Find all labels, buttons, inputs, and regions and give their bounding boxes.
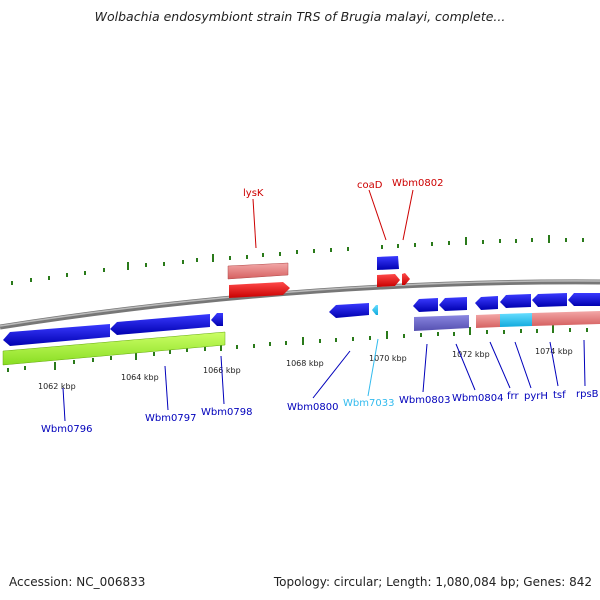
gene-lysK-bar[interactable]	[227, 262, 289, 280]
scale-label-1062: 1062 kbp	[38, 382, 76, 391]
forward-features	[227, 256, 410, 298]
gene-label-rpsB[interactable]: rpsB	[576, 389, 599, 400]
gene-label-coaD[interactable]: coaD	[357, 180, 383, 191]
gene-Wbm0803-arrow[interactable]	[413, 298, 438, 312]
gene-label-Wbm0797[interactable]: Wbm0797	[145, 413, 196, 424]
outer-tick-row	[11, 235, 584, 285]
gene-label-lysK[interactable]: lysK	[243, 188, 264, 199]
gene-label-Wbm0803[interactable]: Wbm0803	[399, 395, 450, 406]
scale-label-1068: 1068 kbp	[286, 359, 324, 368]
gene-frr-arrow[interactable]	[475, 296, 498, 310]
gene-frr-region[interactable]	[476, 314, 500, 328]
gene-coaD-arrow[interactable]	[377, 256, 399, 270]
accession-label: Accession: NC_006833	[9, 575, 146, 589]
gene-pyrH-arrow[interactable]	[500, 294, 531, 308]
gene-label-Wbm0802[interactable]: Wbm0802	[392, 178, 443, 189]
gene-Wbm0797-arrow[interactable]	[110, 314, 210, 335]
gene-coaD-red-arrow[interactable]	[377, 274, 400, 287]
scale-label-1072: 1072 kbp	[452, 350, 490, 359]
gene-label-pyrH[interactable]: pyrH	[524, 391, 548, 402]
gene-Wbm0804-arrow[interactable]	[439, 297, 467, 311]
reverse-features	[2, 293, 600, 366]
scale-label-1074: 1074 kbp	[535, 347, 573, 356]
gene-rpsB-arrow[interactable]	[568, 293, 600, 306]
gene-Wbm0798-arrow[interactable]	[211, 313, 223, 326]
gene-tsf-arrow[interactable]	[532, 293, 567, 307]
genome-summary-label: Topology: circular; Length: 1,080,084 bp…	[273, 575, 592, 589]
gene-lysK-arrow[interactable]	[229, 282, 290, 298]
gene-label-Wbm0796[interactable]: Wbm0796	[41, 424, 92, 435]
gene-Wbm0802-arrow[interactable]	[402, 273, 410, 285]
gene-label-Wbm0800[interactable]: Wbm0800	[287, 402, 338, 413]
gene-label-Wbm0798[interactable]: Wbm0798	[201, 407, 252, 418]
forward-gene-labels: lysK coaD Wbm0802	[243, 178, 443, 199]
map-title: Wolbachia endosymbiont strain TRS of Bru…	[94, 9, 506, 24]
gene-label-Wbm7033[interactable]: Wbm7033	[343, 398, 394, 409]
gene-Wbm0800-arrow[interactable]	[329, 303, 369, 318]
gene-label-tsf[interactable]: tsf	[553, 390, 566, 401]
genome-backbone-highlight	[0, 280, 600, 327]
leader-lines	[62, 189, 586, 422]
gene-pyrH-region[interactable]	[500, 313, 532, 327]
scale-label-1064: 1064 kbp	[121, 373, 159, 382]
gene-Wbm7033-arrow[interactable]	[372, 305, 378, 315]
gene-tsf-region[interactable]	[532, 311, 600, 326]
scale-label-1070: 1070 kbp	[369, 354, 407, 363]
gene-Wbm0796-arrow[interactable]	[3, 324, 110, 346]
genome-backbone	[0, 279, 600, 330]
gene-Wbm0803-region[interactable]	[414, 315, 469, 331]
gene-Wbm0796-region[interactable]	[2, 331, 226, 366]
inner-tick-row	[7, 325, 588, 372]
reverse-gene-labels: Wbm0796 Wbm0797 Wbm0798 Wbm0800 Wbm7033 …	[41, 389, 599, 435]
gene-label-frr[interactable]: frr	[507, 391, 519, 402]
gene-label-Wbm0804[interactable]: Wbm0804	[452, 393, 503, 404]
